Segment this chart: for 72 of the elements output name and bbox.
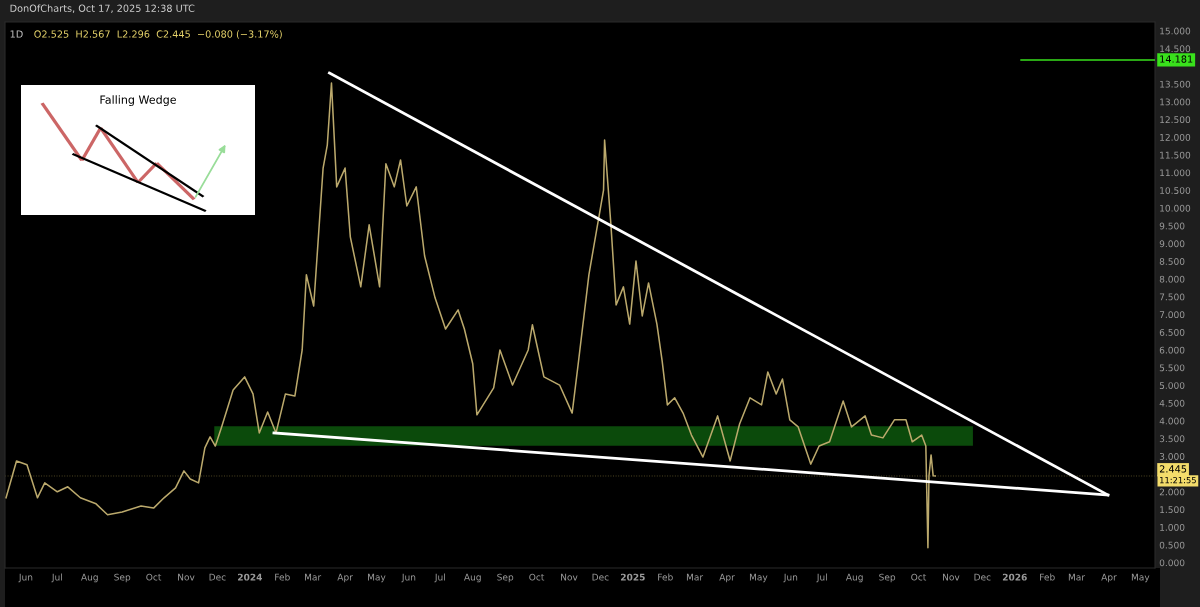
y-tick-label: 2.000 [1159,488,1185,496]
x-tick-label: 2025 [620,573,645,581]
y-tick-label: 7.500 [1159,293,1185,301]
x-tick-label: Nov [561,573,578,581]
x-tick-label: Jul [434,573,445,583]
x-tick-label: 2026 [1002,573,1027,581]
x-tick-label: Apr [719,573,735,583]
x-tick-label: Aug [81,573,98,583]
x-tick-label: Apr [1101,573,1117,583]
y-tick-label: 1.000 [1160,523,1185,531]
y-tick-label: 10.500 [1160,187,1191,194]
x-tick-label: Feb [1040,573,1055,581]
y-tick-label: 9.000 [1159,240,1185,248]
x-tick-label: Sep [114,573,131,583]
x-tick-label: Jul [816,573,827,583]
y-tick-label: 3.000 [1159,453,1185,460]
x-tick-label: Dec [209,573,226,581]
x-tick-label: Apr [337,573,353,583]
x-tick-label: Mar [1068,573,1086,581]
x-tick-label: Jul [51,573,62,583]
y-tick-label: 5.000 [1159,382,1185,389]
text: DonOfCharts, Oct 17, 2025 12:38 UTC [10,4,195,13]
x-tick-label: Sep [879,573,896,583]
y-tick-label: 11.000 [1160,169,1191,177]
y-tick-label: 9.500 [1159,222,1185,230]
y-tick-label: 1.500 [1160,506,1185,514]
x-tick-label: Mar [305,573,322,581]
y-tick-label: 12.500 [1160,116,1191,124]
annotation: Falling Wedge [100,95,176,106]
x-tick-label: Nov [943,573,960,581]
y-tick-label: 0.000 [1159,559,1185,567]
x-tick-label: Feb [275,573,290,581]
x-tick-label: Aug [845,573,863,583]
y-tick-label: 0.500 [1159,541,1185,549]
x-tick-label: Oct [146,573,162,581]
y-tick-label: 3.500 [1159,435,1185,443]
x-tick-label: May [368,573,386,583]
y-tick-label: 5.500 [1159,364,1185,372]
x-tick-label: Oct [911,573,927,581]
data-label: 14.181 [1160,55,1193,63]
x-tick-label: Nov [178,573,195,581]
y-tick-label: 11.500 [1160,151,1191,159]
text: 11:21:55 [1160,476,1196,484]
x-tick-label: Feb [658,573,673,581]
x-tick-label: Mar [686,573,704,581]
x-tick-label: Sep [497,573,514,583]
ref-line-label: 2.445 [1159,465,1187,473]
y-tick-label: 4.500 [1159,399,1185,407]
x-tick-label: Dec [974,573,991,581]
y-tick-label: 13.500 [1160,80,1191,88]
y-tick-label: 4.000 [1159,417,1185,425]
x-tick-label: 2024 [238,573,263,581]
y-tick-label: 6.000 [1159,346,1185,354]
y-tick-label: 7.000 [1159,311,1185,319]
text: 1D [10,30,23,38]
y-tick-label: 13.000 [1160,98,1191,106]
text: O2.525 H2.567 L2.296 C2.445 −0.080 (−3.17%) [34,30,282,39]
y-tick-label: 10.000 [1160,204,1191,212]
x-tick-label: May [1131,573,1150,583]
y-tick-label: 8.000 [1159,275,1185,283]
x-tick-label: Aug [464,573,481,583]
y-tick-label: 12.000 [1160,133,1191,141]
x-tick-label: May [749,573,768,583]
x-tick-label: Dec [592,573,609,581]
x-tick-label: Jun [783,573,798,583]
y-tick-label: 8.500 [1159,258,1185,265]
y-tick-label: 15.000 [1160,27,1191,35]
x-tick-label: Oct [529,573,545,581]
x-tick-label: Jun [401,573,416,583]
y-tick-label: 6.500 [1159,328,1185,336]
y-tick-label: 14.500 [1160,45,1191,53]
x-tick-label: Jun [18,573,33,583]
